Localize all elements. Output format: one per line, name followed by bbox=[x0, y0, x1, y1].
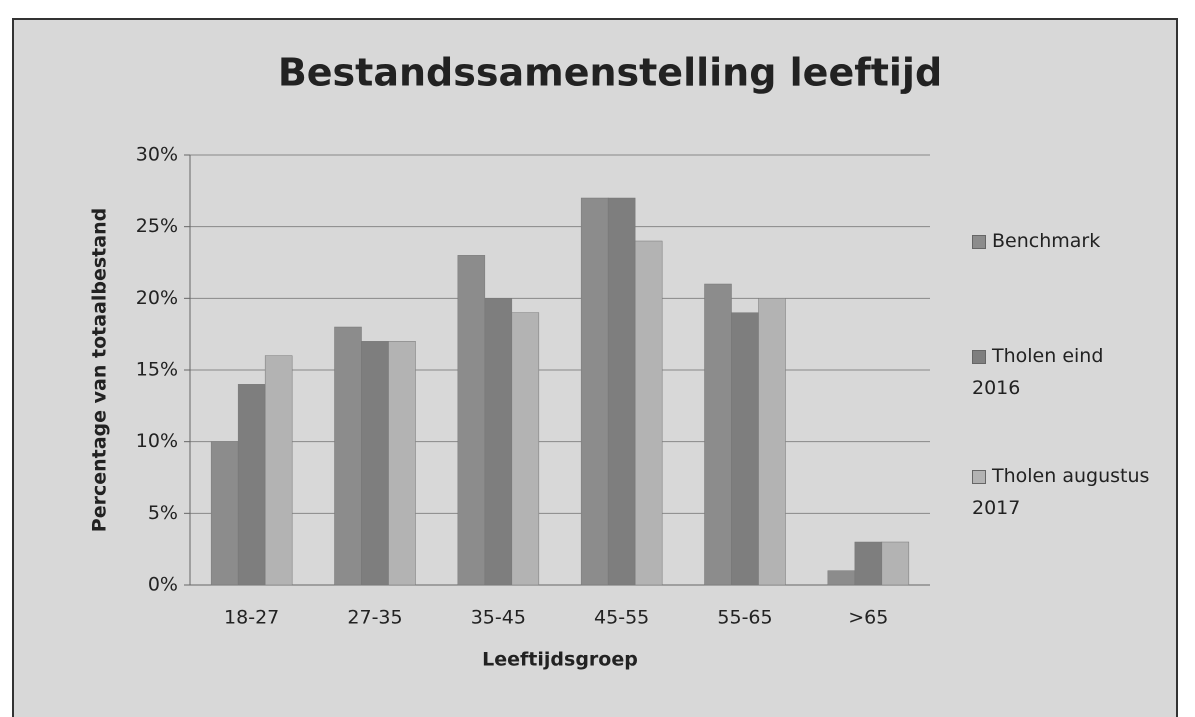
bar bbox=[854, 541, 883, 586]
bar bbox=[511, 312, 540, 586]
legend-swatch bbox=[972, 469, 986, 484]
chart-title: Bestandssamenstelling leeftijd bbox=[278, 51, 942, 95]
legend-item: Tholen augustus 2017 bbox=[972, 460, 1152, 524]
bar bbox=[758, 298, 786, 586]
y-tick-label: 10% bbox=[136, 430, 178, 452]
legend-label: Benchmark bbox=[992, 230, 1101, 252]
x-tick-label: 18-27 bbox=[224, 607, 279, 629]
bar bbox=[457, 255, 486, 586]
bar bbox=[361, 341, 389, 586]
x-tick-label: 27-35 bbox=[347, 607, 402, 629]
x-tick-label: >65 bbox=[848, 607, 888, 629]
y-tick-label: 30% bbox=[136, 144, 178, 166]
y-tick-label: 15% bbox=[136, 359, 178, 381]
legend-item: Tholen eind 2016 bbox=[972, 340, 1152, 404]
y-tick-label: 0% bbox=[148, 574, 178, 596]
legend-label: Tholen eind 2016 bbox=[972, 345, 1104, 399]
bar bbox=[484, 298, 513, 586]
bar bbox=[264, 355, 293, 586]
legend-swatch bbox=[972, 349, 986, 364]
x-tick-label: 55-65 bbox=[717, 607, 772, 629]
x-tick-label: 45-55 bbox=[594, 607, 649, 629]
legend-item: Benchmark bbox=[972, 225, 1152, 257]
bar bbox=[334, 326, 362, 586]
bar bbox=[580, 197, 609, 586]
bar bbox=[388, 341, 416, 586]
y-tick-label: 25% bbox=[136, 215, 178, 237]
bar bbox=[827, 570, 856, 586]
x-axis-label: Leeftijdsgroep bbox=[482, 649, 638, 671]
bar bbox=[634, 240, 663, 586]
y-tick-label: 5% bbox=[148, 502, 178, 524]
y-axis-label: Percentage van totaalbestand bbox=[89, 208, 111, 532]
legend-swatch bbox=[972, 234, 986, 249]
bar bbox=[731, 312, 759, 586]
bar bbox=[237, 384, 266, 586]
x-tick-label: 35-45 bbox=[471, 607, 526, 629]
bar bbox=[881, 541, 910, 586]
bar bbox=[704, 283, 732, 586]
legend-label: Tholen augustus 2017 bbox=[972, 465, 1150, 519]
y-tick-label: 20% bbox=[136, 287, 178, 309]
bar bbox=[210, 441, 239, 586]
bar bbox=[607, 197, 636, 586]
